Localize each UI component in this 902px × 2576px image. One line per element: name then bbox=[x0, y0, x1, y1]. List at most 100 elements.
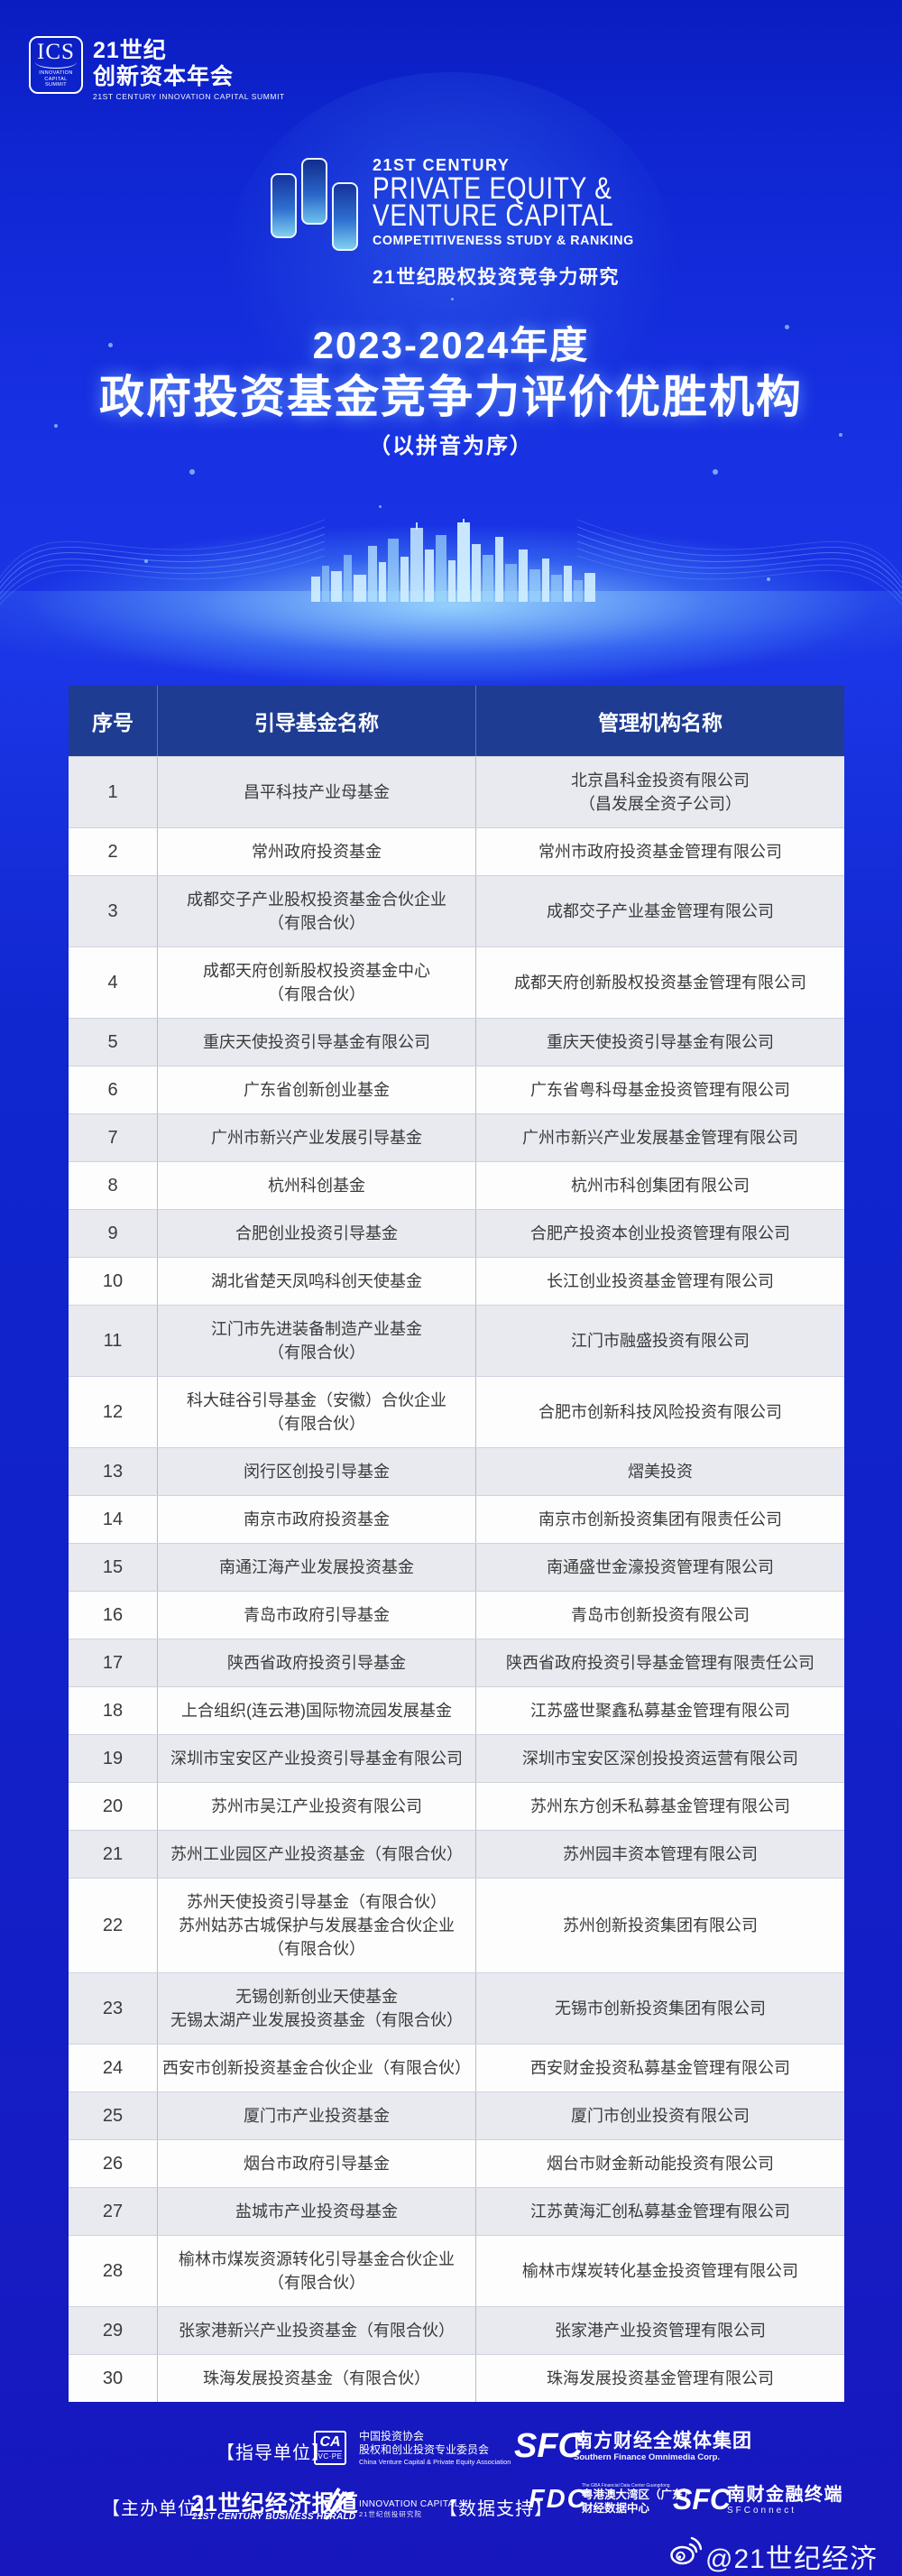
light-waves-left bbox=[0, 519, 325, 605]
ranking-table: 序号 引导基金名称 管理机构名称 1 昌平科技产业母基金 北京昌科金投资有限公司… bbox=[69, 686, 844, 2402]
manager-name-cell: 张家港产业投资管理有限公司 bbox=[475, 2307, 844, 2354]
manager-name-cell: 成都交子产业基金管理有限公司 bbox=[475, 876, 844, 946]
table-row: 12 科大硅谷引导基金（安徽）合伙企业 （有限合伙） 合肥市创新科技风险投资有限公… bbox=[69, 1376, 844, 1447]
innovation-capital-name: INNOVATION CAPITAL 21世纪创投研究院 bbox=[359, 2499, 460, 2518]
table-header-row: 序号 引导基金名称 管理机构名称 bbox=[69, 686, 844, 756]
row-index-cell: 24 bbox=[102, 2058, 124, 2078]
table-row: 21 苏州工业园区产业投资基金（有限合伙） 苏州园丰资本管理有限公司 bbox=[69, 1830, 844, 1878]
fdc-name: The GBA Financial Data Center Guangdong … bbox=[582, 2483, 695, 2515]
ics-logo-arc bbox=[35, 56, 77, 69]
table-row: 2 常州政府投资基金 常州市政府投资基金管理有限公司 bbox=[69, 827, 844, 875]
cvca-name: 中国投资协会 股权和创业投资专业委员会 China Venture Capita… bbox=[359, 2430, 511, 2466]
table-row: 15 南通江海产业发展投资基金 南通盛世金濠投资管理有限公司 bbox=[69, 1543, 844, 1591]
fund-name-cell: 烟台市政府引导基金 bbox=[157, 2140, 475, 2187]
fund-name-cell: 杭州科创基金 bbox=[157, 1162, 475, 1209]
row-index-cell: 16 bbox=[102, 1605, 124, 1625]
row-index-cell: 4 bbox=[107, 973, 118, 993]
table-row: 20 苏州市吴江产业投资有限公司 苏州东方创禾私募基金管理有限公司 bbox=[69, 1782, 844, 1830]
sfconnect-logo: SFC bbox=[673, 2483, 731, 2516]
table-row: 6 广东省创新创业基金 广东省粤科母基金投资管理有限公司 bbox=[69, 1066, 844, 1113]
table-row: 3 成都交子产业股权投资基金合伙企业 （有限合伙） 成都交子产业基金管理有限公司 bbox=[69, 875, 844, 946]
fund-name-cell: 陕西省政府投资引导基金 bbox=[157, 1639, 475, 1686]
row-index-cell: 14 bbox=[102, 1510, 124, 1529]
fund-name-cell: 广东省创新创业基金 bbox=[157, 1066, 475, 1113]
fund-name-cell: 苏州市吴江产业投资有限公司 bbox=[157, 1783, 475, 1830]
page-title: 政府投资基金竞争力评价优胜机构 bbox=[99, 372, 803, 422]
row-index-cell: 2 bbox=[107, 842, 118, 862]
fund-name-cell: 张家港新兴产业投资基金（有限合伙） bbox=[157, 2307, 475, 2354]
fund-name-cell: 江门市先进装备制造产业基金 （有限合伙） bbox=[157, 1306, 475, 1376]
manager-name-cell: 南京市创新投资集团有限责任公司 bbox=[475, 1496, 844, 1543]
col-header-index: 序号 bbox=[92, 711, 133, 734]
sfconnect-name: 南财金融终端 SFConnect bbox=[727, 2485, 843, 2516]
brand-cn-subtitle: 21世纪股权投资竞争力研究 bbox=[373, 267, 620, 288]
row-index-cell: 1 bbox=[107, 782, 118, 802]
fund-name-cell: 南京市政府投资基金 bbox=[157, 1496, 475, 1543]
fund-name-cell: 南通江海产业发展投资基金 bbox=[157, 1544, 475, 1591]
summit-title-en: 21ST CENTURY INNOVATION CAPITAL SUMMIT bbox=[93, 92, 285, 101]
manager-name-cell: 重庆天使投资引导基金有限公司 bbox=[475, 1019, 844, 1066]
table-row: 14 南京市政府投资基金 南京市创新投资集团有限责任公司 bbox=[69, 1495, 844, 1543]
row-index-cell: 7 bbox=[107, 1128, 118, 1148]
table-row: 17 陕西省政府投资引导基金 陕西省政府投资引导基金管理有限责任公司 bbox=[69, 1639, 844, 1686]
light-floor bbox=[0, 591, 902, 699]
fund-name-cell: 榆林市煤炭资源转化引导基金合伙企业 （有限合伙） bbox=[157, 2236, 475, 2306]
table-row: 22 苏州天使投资引导基金（有限合伙） 苏州姑苏古城保护与发展基金合伙企业 （有限合… bbox=[69, 1878, 844, 1972]
fund-name-cell: 西安市创新投资基金合伙企业（有限合伙） bbox=[157, 2045, 475, 2091]
row-index-cell: 21 bbox=[102, 1844, 124, 1864]
table-row: 24 西安市创新投资基金合伙企业（有限合伙） 西安财金投资私募基金管理有限公司 bbox=[69, 2044, 844, 2091]
table-row: 7 广州市新兴产业发展引导基金 广州市新兴产业发展基金管理有限公司 bbox=[69, 1113, 844, 1161]
manager-name-cell: 苏州园丰资本管理有限公司 bbox=[475, 1831, 844, 1878]
manager-name-cell: 苏州东方创禾私募基金管理有限公司 bbox=[475, 1783, 844, 1830]
manager-name-cell: 成都天府创新股权投资基金管理有限公司 bbox=[475, 947, 844, 1018]
manager-name-cell: 无锡市创新投资集团有限公司 bbox=[475, 1973, 844, 2044]
fund-name-cell: 盐城市产业投资母基金 bbox=[157, 2188, 475, 2235]
table-row: 29 张家港新兴产业投资基金（有限合伙） 张家港产业投资管理有限公司 bbox=[69, 2306, 844, 2354]
manager-name-cell: 江门市融盛投资有限公司 bbox=[475, 1306, 844, 1376]
innovation-capital-icon bbox=[324, 2487, 354, 2521]
manager-name-cell: 珠海发展投资基金管理有限公司 bbox=[475, 2355, 844, 2402]
row-index-cell: 18 bbox=[102, 1701, 124, 1721]
sfc-media-logo: SFC bbox=[514, 2427, 583, 2465]
manager-name-cell: 合肥市创新科技风险投资有限公司 bbox=[475, 1377, 844, 1447]
table-row: 25 厦门市产业投资基金 厦门市创业投资有限公司 bbox=[69, 2091, 844, 2139]
data-support-label: 【数据支持】 bbox=[439, 2499, 553, 2519]
fund-name-cell: 重庆天使投资引导基金有限公司 bbox=[157, 1019, 475, 1066]
manager-name-cell: 青岛市创新投资有限公司 bbox=[475, 1592, 844, 1639]
brand-line1: PRIVATE EQUITY & bbox=[373, 171, 612, 206]
row-index-cell: 30 bbox=[102, 2368, 124, 2388]
weibo-icon bbox=[670, 2536, 702, 2565]
brand-bars-icon bbox=[271, 158, 365, 253]
row-index-cell: 28 bbox=[102, 2261, 124, 2281]
table-row: 9 合肥创业投资引导基金 合肥产投资本创业投资管理有限公司 bbox=[69, 1209, 844, 1257]
table-row: 28 榆林市煤炭资源转化引导基金合伙企业 （有限合伙） 榆林市煤炭转化基金投资管理… bbox=[69, 2235, 844, 2306]
weibo-handle: @21世纪经济报道 bbox=[705, 2544, 878, 2574]
fdc-logo: FDC bbox=[529, 2485, 588, 2514]
fund-name-cell: 昌平科技产业母基金 bbox=[157, 757, 475, 827]
fund-name-cell: 闵行区创投引导基金 bbox=[157, 1448, 475, 1495]
ics-logo-subtitle: INNOVATION CAPITAL SUMMIT bbox=[39, 70, 73, 88]
guide-unit-label: 【指导单位】 bbox=[216, 2443, 330, 2463]
light-waves-right bbox=[577, 519, 902, 605]
title-note: （以拼音为序） bbox=[369, 434, 533, 458]
manager-name-cell: 熠美投资 bbox=[475, 1448, 844, 1495]
row-index-cell: 22 bbox=[102, 1916, 124, 1935]
row-index-cell: 11 bbox=[103, 1331, 123, 1351]
fund-name-cell: 苏州工业园区产业投资基金（有限合伙） bbox=[157, 1831, 475, 1878]
brand-line2: VENTURE CAPITAL bbox=[373, 199, 614, 233]
title-year: 2023-2024年度 bbox=[312, 324, 590, 366]
manager-name-cell: 榆林市煤炭转化基金投资管理有限公司 bbox=[475, 2236, 844, 2306]
row-index-cell: 15 bbox=[102, 1557, 124, 1577]
row-index-cell: 5 bbox=[107, 1032, 118, 1052]
manager-name-cell: 苏州创新投资集团有限公司 bbox=[475, 1879, 844, 1972]
col-header-fund: 引导基金名称 bbox=[157, 686, 475, 756]
table-row: 1 昌平科技产业母基金 北京昌科金投资有限公司 （昌发展全资子公司） bbox=[69, 756, 844, 827]
manager-name-cell: 深圳市宝安区深创投投资运营有限公司 bbox=[475, 1735, 844, 1782]
city-skyline bbox=[311, 519, 595, 602]
row-index-cell: 6 bbox=[107, 1080, 118, 1100]
manager-name-cell: 合肥产投资本创业投资管理有限公司 bbox=[475, 1210, 844, 1257]
fund-name-cell: 合肥创业投资引导基金 bbox=[157, 1210, 475, 1257]
manager-name-cell: 广东省粤科母基金投资管理有限公司 bbox=[475, 1066, 844, 1113]
manager-name-cell: 杭州市科创集团有限公司 bbox=[475, 1162, 844, 1209]
